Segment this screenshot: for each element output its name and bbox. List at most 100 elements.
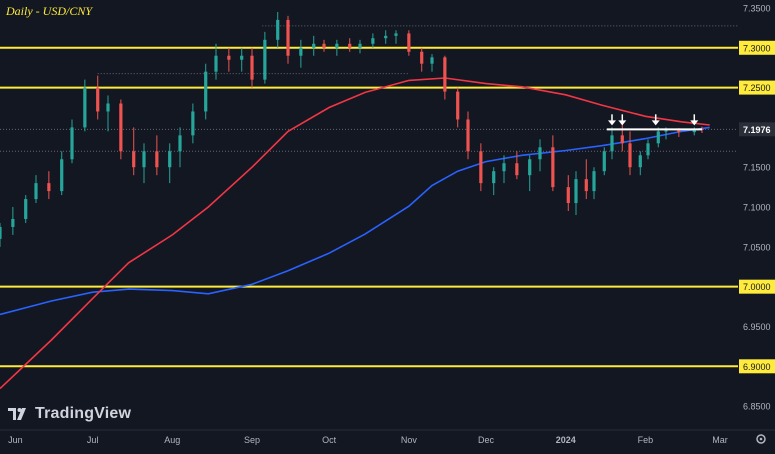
candle <box>106 95 110 132</box>
candle <box>96 75 100 120</box>
candle <box>240 47 244 72</box>
candle-body <box>24 199 28 219</box>
candle <box>394 30 398 44</box>
candle <box>656 127 660 148</box>
candle-body <box>34 183 38 200</box>
watermark-text: TradingView <box>35 405 132 422</box>
candle-body <box>286 19 290 56</box>
candle-body <box>276 19 280 40</box>
candle <box>142 143 146 184</box>
candle-body <box>191 111 195 136</box>
candle-body <box>592 171 596 192</box>
time-tick-label: 2024 <box>556 435 576 445</box>
candle-body <box>394 33 398 36</box>
candle-body <box>566 187 570 204</box>
settings-gear-icon <box>759 437 763 441</box>
candle-body <box>83 87 87 128</box>
candle <box>584 159 588 200</box>
candle-body <box>574 179 578 204</box>
down-arrow-icon <box>651 120 660 126</box>
price-axis: 7.35007.20007.15007.10007.05006.95006.85… <box>739 3 775 412</box>
candle-body <box>466 119 470 152</box>
settings-gear-icon <box>756 434 766 444</box>
candle-body <box>60 159 64 192</box>
price-axis-background <box>738 0 775 430</box>
candle-body <box>602 151 606 172</box>
candle <box>299 39 303 68</box>
candle <box>515 151 519 180</box>
candle-body <box>384 35 388 39</box>
candle <box>168 143 172 184</box>
price-tick-label: 7.0500 <box>743 242 771 252</box>
candle-body <box>47 183 51 192</box>
candle <box>430 54 434 72</box>
down-arrow-icon <box>690 120 699 126</box>
time-tick-label: Oct <box>322 435 337 445</box>
moving-average-line-1 <box>0 77 710 390</box>
down-arrow-icon <box>608 120 616 126</box>
annotations <box>606 114 702 131</box>
candle-body <box>204 71 208 112</box>
candle-body <box>96 87 100 112</box>
candle-body <box>0 226 2 239</box>
candle-body <box>646 143 650 156</box>
candle-body <box>538 147 542 160</box>
price-tick-label: 7.1500 <box>743 163 771 173</box>
candle-body <box>502 163 506 172</box>
price-tick-label: 6.8500 <box>743 402 771 412</box>
candle <box>191 103 195 144</box>
candle <box>263 31 267 84</box>
candle <box>276 11 280 48</box>
candle <box>566 175 570 212</box>
candle-body <box>407 33 411 52</box>
candle-body <box>610 135 614 152</box>
candle-body <box>227 55 231 60</box>
candle-body <box>106 103 110 112</box>
candle <box>155 135 159 176</box>
candle-body <box>628 143 632 168</box>
candle-body <box>178 135 182 152</box>
candle-body <box>263 39 267 80</box>
candle <box>610 127 614 160</box>
price-tick-label: 6.9500 <box>743 322 771 332</box>
chart-title: Daily - USD/CNY <box>6 4 93 18</box>
candle-body <box>515 163 519 176</box>
candle-body <box>240 55 244 60</box>
candle <box>335 39 339 56</box>
time-tick-label: Jun <box>8 435 23 445</box>
candle <box>407 30 411 56</box>
candle <box>83 79 87 132</box>
candle-body <box>299 47 303 56</box>
level-label-box <box>739 80 775 95</box>
candle <box>420 47 424 72</box>
time-tick-label: Aug <box>164 435 180 445</box>
candle <box>620 123 624 152</box>
candle-body <box>358 43 362 48</box>
candle <box>60 151 64 196</box>
time-tick-label: Sep <box>244 435 260 445</box>
time-tick-label: Feb <box>638 435 654 445</box>
price-tick-label: 7.3500 <box>743 3 771 13</box>
candle-body <box>155 151 159 168</box>
candle <box>11 207 15 235</box>
level-label-box <box>739 40 775 55</box>
level-label: 7.0000 <box>743 282 771 292</box>
candle-body <box>322 43 326 48</box>
candle-body <box>656 131 660 144</box>
candle <box>443 55 447 100</box>
candle-body <box>677 130 681 133</box>
candle <box>178 127 182 168</box>
level-label-box <box>739 279 775 294</box>
candle <box>371 33 375 48</box>
candle-body <box>664 130 668 132</box>
candle-body <box>584 179 588 192</box>
last-price-label: 7.1976 <box>743 125 771 135</box>
candle <box>312 35 316 56</box>
candle <box>479 143 483 192</box>
candle-body <box>492 171 496 184</box>
candle <box>456 87 460 128</box>
candle <box>250 47 254 88</box>
candle <box>204 63 208 120</box>
candle-body <box>119 103 123 152</box>
